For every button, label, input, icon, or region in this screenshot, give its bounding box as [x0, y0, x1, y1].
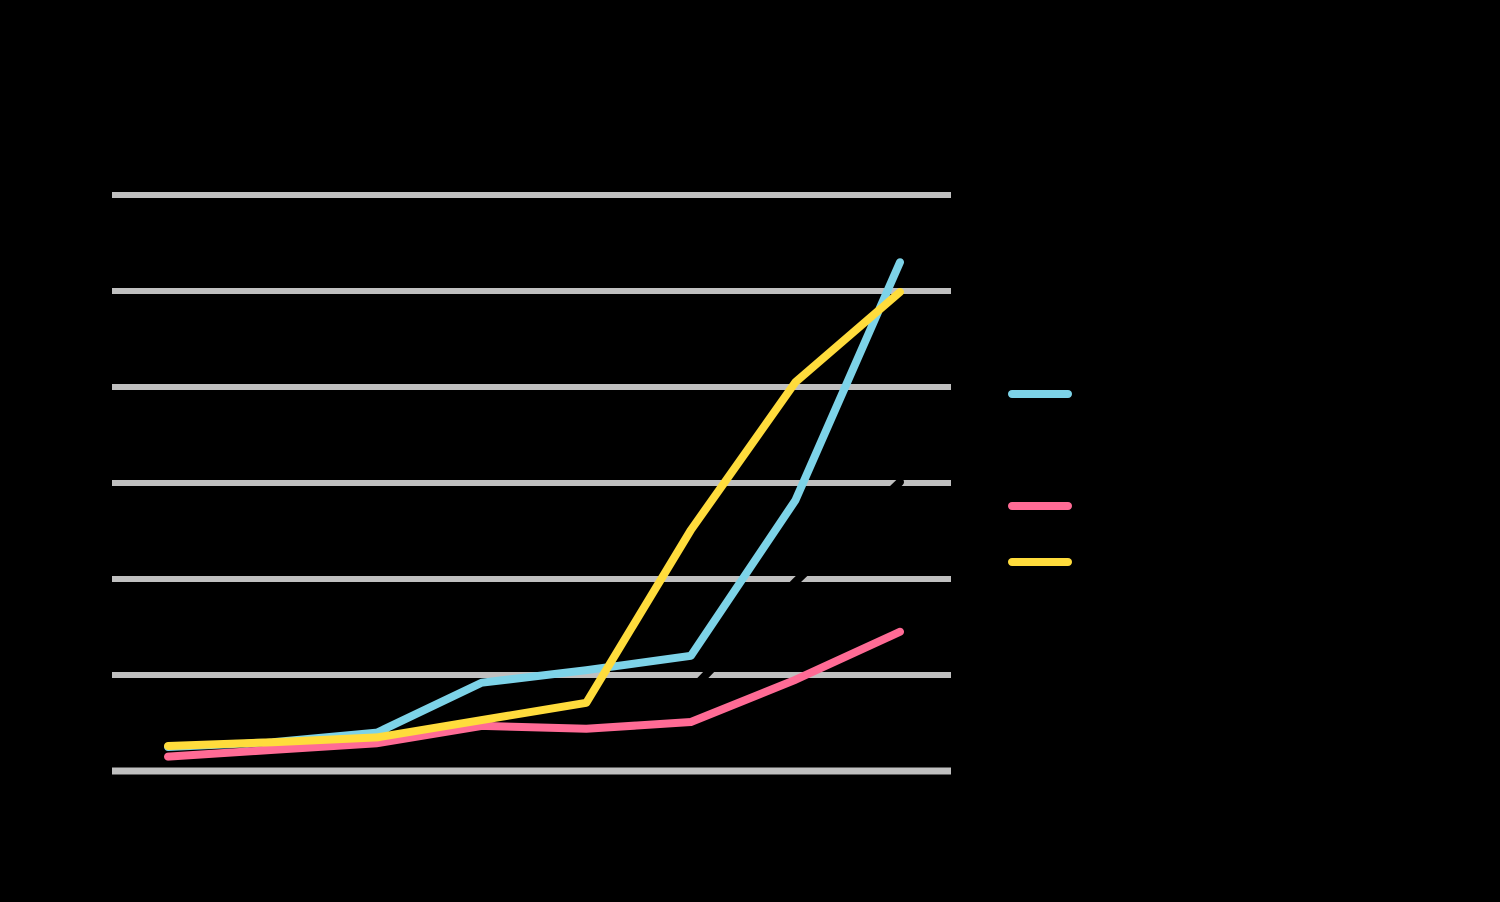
- series-line-2: [164, 478, 904, 762]
- legend-item: [1008, 446, 1084, 454]
- series-line-4: [164, 288, 904, 750]
- legend-swatch-icon: [1008, 390, 1072, 398]
- legend-item: [1008, 390, 1084, 398]
- legend-item: [1008, 558, 1084, 566]
- series-line-3: [164, 627, 904, 761]
- legend-item: [1008, 502, 1084, 510]
- gridlines: [112, 192, 951, 775]
- legend-swatch-icon: [1008, 502, 1072, 510]
- legend-swatch-icon: [1008, 558, 1072, 566]
- legend-swatch-icon: [1008, 446, 1072, 454]
- series-lines: [164, 258, 904, 762]
